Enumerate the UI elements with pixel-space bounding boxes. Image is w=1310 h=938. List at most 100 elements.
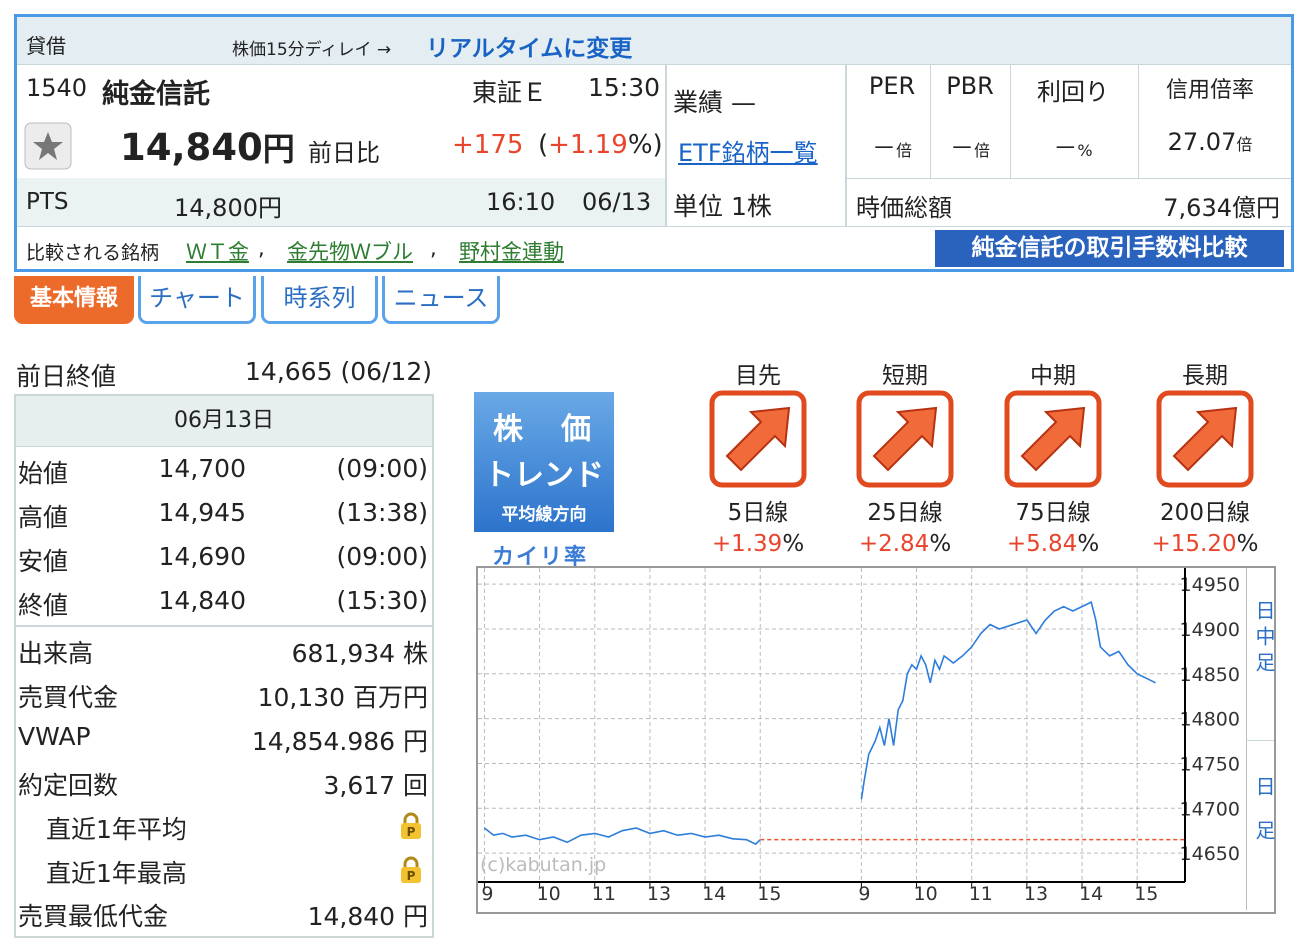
metric-unit: 倍 xyxy=(895,141,912,160)
trend-deviation: +15.20% xyxy=(1135,531,1275,557)
tile-text: 株 価 xyxy=(493,412,595,447)
row-time: (15:30) xyxy=(336,586,428,615)
x-tick-label: 13 xyxy=(1024,883,1048,905)
svg-text:P: P xyxy=(407,825,416,839)
trend-term: 長期 xyxy=(1182,363,1228,389)
trend-arrow xyxy=(1004,390,1102,488)
separator: , xyxy=(430,236,437,260)
row-value: 14,854.986 円 xyxy=(251,727,428,756)
row-value: 14,700 xyxy=(158,454,246,483)
favorite-button[interactable] xyxy=(24,122,72,170)
metric-label: PBR xyxy=(946,72,994,100)
metric-value: －倍 xyxy=(832,128,952,163)
pts-label: PTS xyxy=(26,189,69,215)
pts-bar xyxy=(17,178,665,226)
divider xyxy=(930,64,931,178)
trend-ma: 75日線 xyxy=(1015,500,1091,526)
related-link[interactable]: 野村金連動 xyxy=(459,240,564,264)
metric-number: － xyxy=(949,134,974,162)
tab[interactable]: チャート xyxy=(138,276,256,324)
metric-value: 27.07倍 xyxy=(1150,128,1270,156)
deviation-value: +1.39 xyxy=(711,531,783,557)
x-tick-label: 9 xyxy=(858,883,870,905)
chart-frame xyxy=(476,566,1276,914)
row-value: 14,840 円 xyxy=(307,902,428,931)
pts-price: 14,800円 xyxy=(174,194,282,222)
lock-icon: P xyxy=(401,856,421,883)
market: 東証Ｅ xyxy=(472,78,548,107)
x-tick-label: 11 xyxy=(592,883,616,905)
watermark: (c)kabutan.jp xyxy=(480,854,606,876)
fee-link[interactable]: 純金信託の取引手数料比較 xyxy=(935,230,1284,267)
metric-label: 利回り xyxy=(1037,78,1109,106)
trend-arrow xyxy=(1156,390,1254,488)
x-tick-label: 15 xyxy=(1134,883,1158,905)
tab[interactable]: ニュース xyxy=(382,276,500,324)
trend-term: 短期 xyxy=(882,363,928,389)
row-label: 約定回数 xyxy=(18,771,119,800)
row-label: 直近1年最高 xyxy=(46,859,187,888)
realtime-link[interactable]: リアルタイムに変更 xyxy=(426,36,633,62)
y-tick-label: 14650 xyxy=(1180,843,1240,865)
row-value: 14,840 xyxy=(158,586,246,615)
change-pct-value: +1.19 xyxy=(548,130,628,160)
row-label: 始値 xyxy=(18,459,69,488)
quote-box xyxy=(14,14,1294,272)
etf-link[interactable]: ETF銘柄一覧 xyxy=(678,139,818,167)
y-tick-label: 14800 xyxy=(1180,709,1240,731)
trend-deviation: +2.84% xyxy=(835,531,975,557)
x-tick-label: 10 xyxy=(537,883,561,905)
margin-type: 貸借 xyxy=(26,34,66,58)
metric-value: －% xyxy=(1013,128,1133,163)
row-value: 14,690 xyxy=(158,542,246,571)
trend-ma: 5日線 xyxy=(727,500,789,526)
market-cap-label: 時価総額 xyxy=(856,194,952,222)
divider xyxy=(17,64,1291,65)
row-label: 終値 xyxy=(18,591,69,620)
metric-unit: 倍 xyxy=(1236,135,1253,154)
lock-icon: P xyxy=(401,812,421,839)
related-link[interactable]: ＷＴ金 xyxy=(186,240,249,264)
related-label: 比較される銘柄 xyxy=(26,242,160,264)
divider xyxy=(845,178,1291,179)
trend-deviation: +1.39% xyxy=(688,531,828,557)
deviation-value: +5.84 xyxy=(1006,531,1078,557)
row-label: 出来高 xyxy=(18,639,94,668)
tab-active[interactable]: 基本情報 xyxy=(14,276,134,324)
price-value: 14,840 xyxy=(120,126,263,169)
pts-date: 06/13 xyxy=(582,188,652,216)
change-label: 前日比 xyxy=(308,139,380,167)
trend-deviation: +5.84% xyxy=(983,531,1123,557)
row-value: 10,130 百万円 xyxy=(257,683,428,712)
intraday-tab[interactable]: 日中足 xyxy=(1252,600,1276,678)
daily-tab[interactable]: 日足 xyxy=(1252,776,1276,864)
divider xyxy=(17,226,1291,227)
deviation-unit: % xyxy=(782,531,805,557)
paren: ( xyxy=(538,130,549,160)
related-link[interactable]: 金先物Ｗブル xyxy=(287,240,413,264)
row-value: 14,945 xyxy=(158,498,246,527)
x-tick-label: 13 xyxy=(647,883,671,905)
metric-unit: 倍 xyxy=(973,141,990,160)
row-value: 681,934 株 xyxy=(291,639,428,668)
metric-label: PER xyxy=(868,72,916,100)
tab[interactable]: 時系列 xyxy=(261,276,378,324)
row-time: (09:00) xyxy=(336,542,428,571)
x-tick-label: 14 xyxy=(702,883,726,905)
trend-tile: 株 価 トレンド 平均線方向 xyxy=(474,392,614,532)
metric-number: － xyxy=(1053,134,1078,162)
row-value: 3,617 回 xyxy=(323,771,428,800)
divider xyxy=(16,625,432,627)
stock-name: 純金信託 xyxy=(102,79,210,110)
metric-label: 信用倍率 xyxy=(1165,78,1254,103)
x-tick-label: 15 xyxy=(757,883,781,905)
row-label: 売買最低代金 xyxy=(18,902,169,931)
trend-arrow xyxy=(709,390,807,488)
prev-close-label: 前日終値 xyxy=(16,362,117,391)
divider xyxy=(845,64,847,226)
quote-time: 15:30 xyxy=(588,73,661,102)
price: 14,840円 xyxy=(120,124,295,170)
price-unit: 円 xyxy=(262,130,295,168)
trend-ma: 25日線 xyxy=(867,500,943,526)
